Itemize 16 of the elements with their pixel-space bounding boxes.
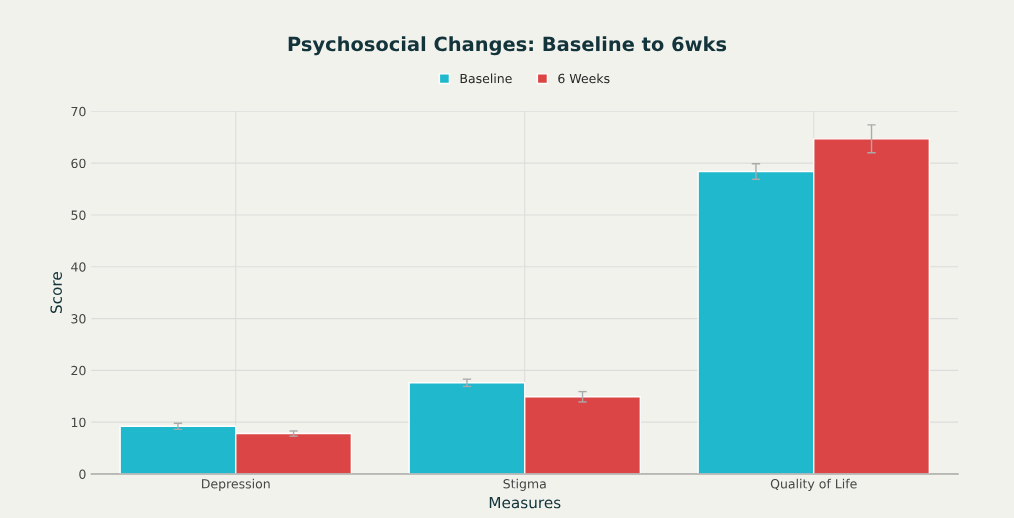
legend-label: Baseline — [460, 73, 512, 84]
y-tick-label: 40 — [71, 262, 86, 272]
y-tick-label: 60 — [71, 158, 86, 169]
y-tick-label: 70 — [71, 106, 86, 117]
y-tick-label: 30 — [71, 314, 86, 324]
legend-label: 6 Weeks — [558, 73, 610, 84]
x-tick-label: Stigma — [503, 478, 546, 491]
chart-title: Psychosocial Changes: Baseline to 6wks — [288, 36, 727, 56]
x-tick-label: Depression — [202, 478, 270, 491]
y-tick-label: 0 — [79, 469, 86, 479]
y-tick-label: 20 — [71, 365, 86, 376]
y-tick-label: 10 — [71, 417, 86, 428]
y-tick-label: 50 — [71, 210, 86, 220]
x-axis-title: Measures — [489, 496, 561, 509]
x-tick-label: Quality of Life — [770, 478, 857, 491]
y-axis-title: Score — [50, 272, 62, 314]
